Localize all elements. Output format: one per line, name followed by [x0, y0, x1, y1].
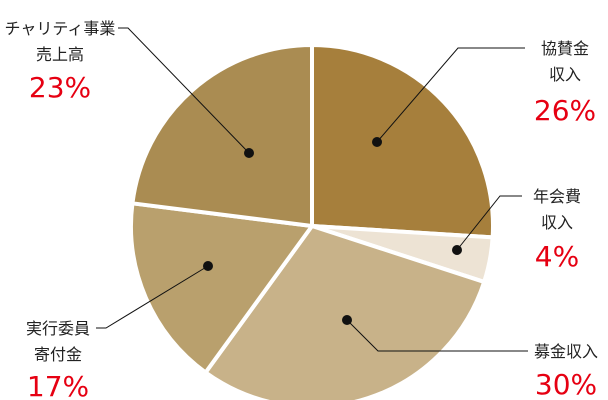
- leader-line-bokin: [346, 319, 528, 352]
- leaders-layer: [96, 27, 528, 352]
- percent-jikko: 17%: [27, 370, 89, 400]
- leader-line-charity: [118, 27, 250, 154]
- leader-dot-kyosan: [372, 137, 382, 147]
- pie-slice-charity: [130, 43, 314, 228]
- slice-label-bokin: 募金収入 30%: [534, 342, 598, 400]
- label-kyosan-line1: 協賛金: [541, 39, 589, 58]
- leader-line-nenkaihi: [456, 195, 522, 251]
- pie-slice-kyosan: [310, 43, 495, 240]
- leader-dot-charity: [244, 148, 254, 158]
- pie-slice-jikko: [129, 201, 314, 375]
- leader-dot-nenkaihi: [452, 245, 462, 255]
- percent-kyosan: 26%: [534, 94, 596, 127]
- label-charity-line1: チャリティ事業: [5, 19, 116, 38]
- percent-bokin: 30%: [535, 368, 597, 400]
- label-kyosan-line2: 収入: [549, 65, 581, 84]
- label-nenkaihi-line2: 収入: [541, 213, 573, 232]
- slices-layer: [129, 43, 495, 400]
- percent-charity: 23%: [29, 71, 91, 104]
- label-nenkaihi-line1: 年会費: [533, 187, 581, 206]
- label-bokin-line1: 募金収入: [534, 342, 598, 361]
- label-charity-line2: 売上高: [36, 45, 84, 64]
- percent-nenkaihi: 4%: [535, 240, 579, 273]
- leader-dot-bokin: [342, 315, 352, 325]
- leader-dot-jikko: [203, 261, 213, 271]
- label-jikko-line2: 寄付金: [34, 345, 82, 364]
- label-jikko-line1: 実行委員: [26, 319, 90, 338]
- pie-slice-bokin: [203, 224, 487, 400]
- slice-label-charity: チャリティ事業 売上高 23%: [5, 19, 116, 104]
- dots-layer: [203, 137, 462, 325]
- leader-line-jikko: [96, 265, 209, 329]
- slice-label-kyosan: 協賛金 収入 26%: [534, 39, 596, 127]
- slice-label-nenkaihi: 年会費 収入 4%: [533, 187, 581, 273]
- leader-line-kyosan: [376, 47, 525, 143]
- slice-label-jikko: 実行委員 寄付金 17%: [26, 319, 90, 400]
